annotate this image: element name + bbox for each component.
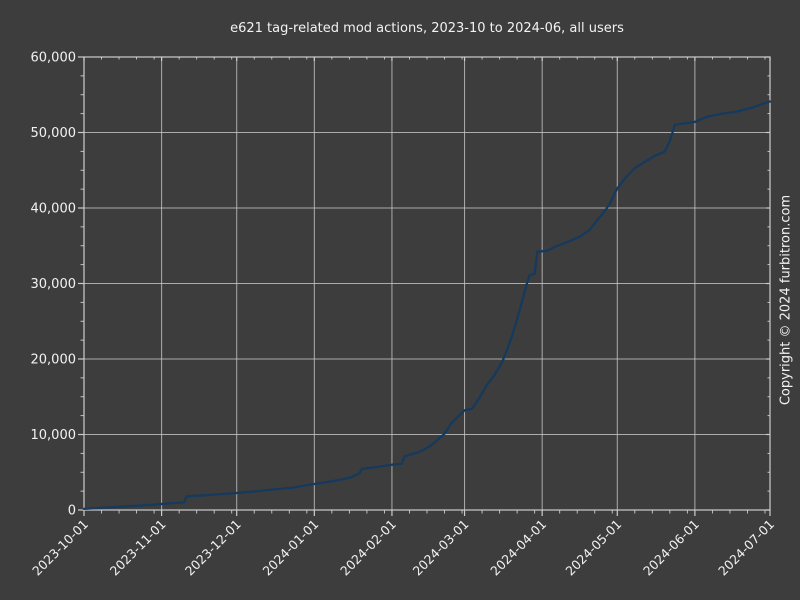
svg-text:0: 0 bbox=[68, 504, 76, 519]
svg-text:50,000: 50,000 bbox=[31, 126, 77, 141]
copyright-watermark: Copyright © 2024 furbitron.com bbox=[778, 194, 794, 406]
svg-text:30,000: 30,000 bbox=[31, 277, 77, 292]
svg-text:40,000: 40,000 bbox=[31, 202, 77, 217]
svg-text:20,000: 20,000 bbox=[31, 353, 77, 368]
chart-title: e621 tag-related mod actions, 2023-10 to… bbox=[230, 21, 624, 36]
svg-text:10,000: 10,000 bbox=[31, 428, 77, 443]
svg-text:60,000: 60,000 bbox=[31, 51, 77, 66]
